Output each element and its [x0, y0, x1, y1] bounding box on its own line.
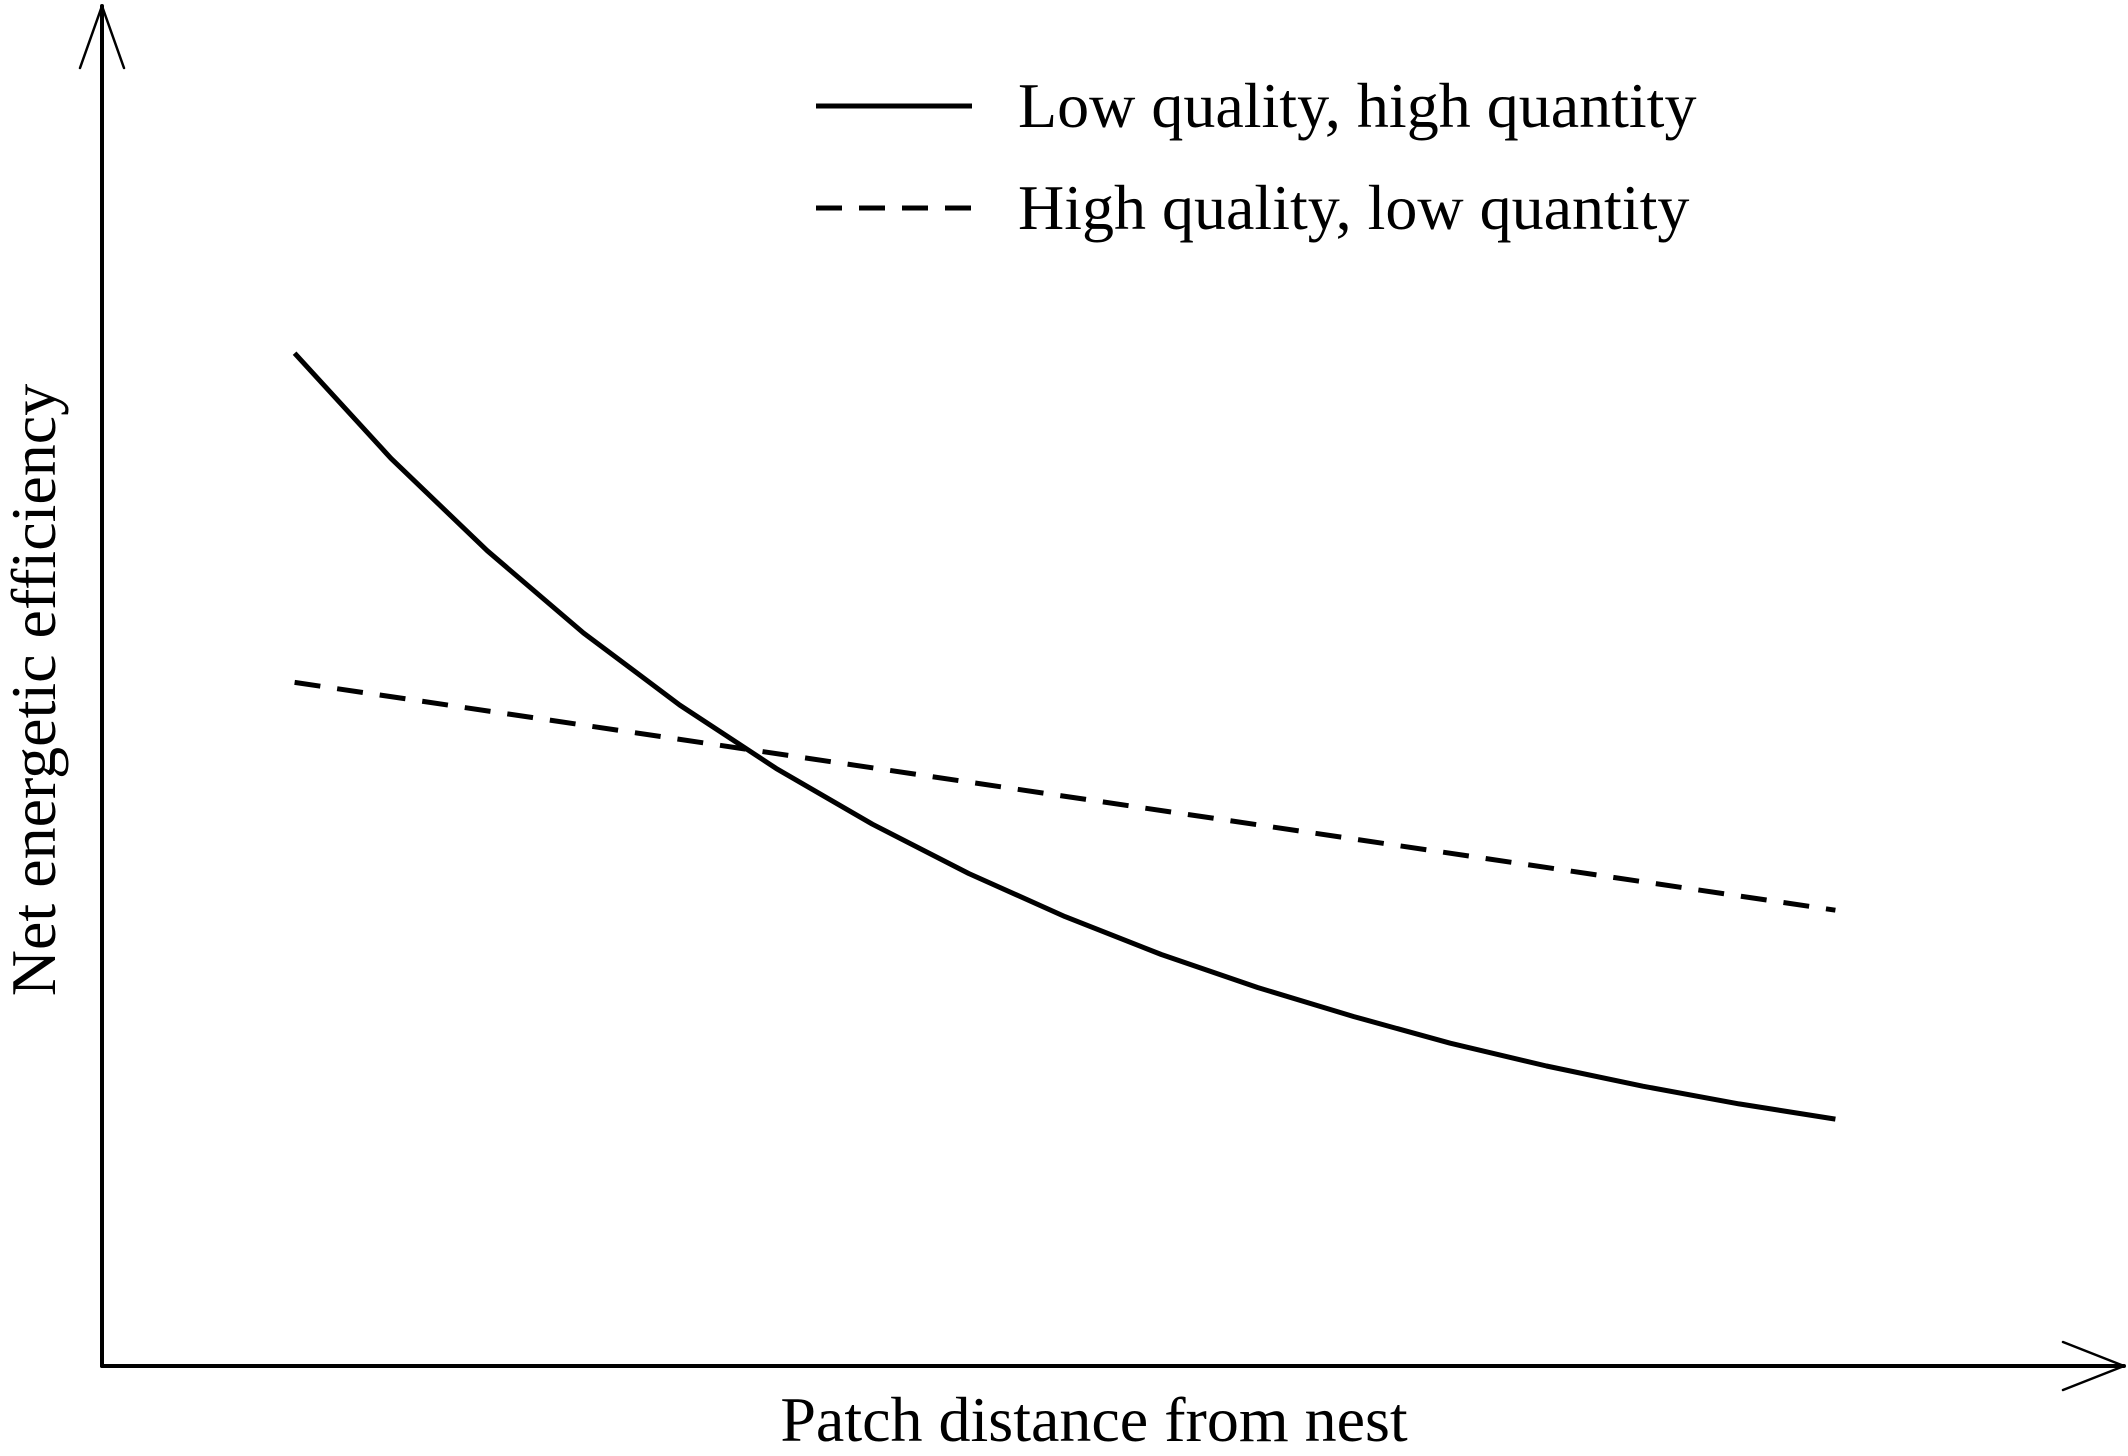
- x-axis-label: Patch distance from nest: [780, 1384, 1408, 1455]
- legend-label-high-quality: High quality, low quantity: [1018, 172, 1689, 243]
- y-axis-arrowhead: [78, 4, 126, 70]
- series-line-high-quality-low-quantity: [294, 679, 1836, 913]
- y-axis-label: Net energetic efficiency: [0, 384, 69, 996]
- series-line-low-quality-high-quantity: [292, 351, 1836, 1122]
- x-axis-arrowhead: [2061, 1340, 2126, 1392]
- legend: Low quality, high quantity High quality,…: [816, 70, 1696, 243]
- legend-label-low-quality: Low quality, high quantity: [1018, 70, 1696, 141]
- series-group: [292, 351, 1836, 1122]
- axes: [78, 4, 2126, 1392]
